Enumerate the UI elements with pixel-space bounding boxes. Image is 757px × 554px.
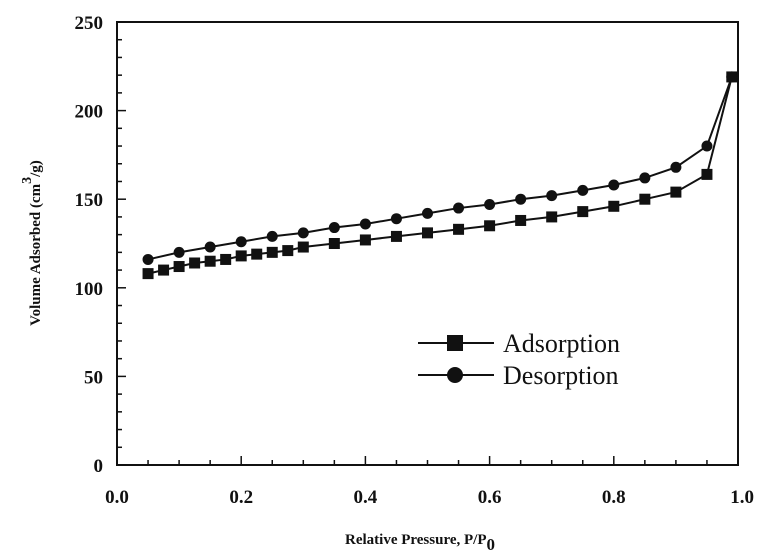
data-point-desorption xyxy=(297,227,309,239)
legend-marker-square xyxy=(447,335,463,351)
data-point-adsorption xyxy=(158,264,170,276)
data-point-adsorption xyxy=(577,206,589,218)
data-point-adsorption xyxy=(235,250,247,262)
x-tick-label: 1.0 xyxy=(730,487,754,508)
legend-label-desorption: Desorption xyxy=(503,361,619,390)
data-point-adsorption xyxy=(390,230,402,242)
x-tick-label: 0.4 xyxy=(354,487,378,508)
legend-label-adsorption: Adsorption xyxy=(503,329,620,358)
data-point-adsorption xyxy=(173,261,185,273)
data-point-adsorption xyxy=(608,200,620,212)
data-point-desorption xyxy=(546,190,558,202)
y-axis-title: Volume Adsorbed (cm3/g) xyxy=(20,160,44,326)
data-point-adsorption xyxy=(484,220,496,232)
data-point-desorption xyxy=(701,140,713,152)
data-point-desorption xyxy=(328,222,340,234)
data-point-adsorption xyxy=(453,223,465,235)
data-point-desorption xyxy=(484,199,496,211)
y-tick-label: 150 xyxy=(75,190,104,211)
data-point-desorption xyxy=(453,202,465,214)
data-point-desorption xyxy=(639,172,651,184)
data-point-desorption xyxy=(359,218,371,230)
data-point-adsorption xyxy=(422,227,433,239)
data-point-adsorption xyxy=(701,168,713,180)
data-point-desorption xyxy=(266,230,278,242)
data-point-adsorption xyxy=(142,268,154,280)
series-layer xyxy=(142,71,738,280)
y-tick-labels: 0 50 100 150 200 250 xyxy=(75,13,104,477)
data-point-desorption xyxy=(142,253,154,265)
data-point-adsorption xyxy=(251,248,263,260)
data-point-desorption xyxy=(390,213,402,225)
data-point-adsorption xyxy=(670,186,682,198)
data-point-desorption xyxy=(577,184,589,196)
data-point-adsorption xyxy=(515,214,527,226)
x-tick-label: 0.0 xyxy=(105,487,129,508)
data-point-adsorption xyxy=(220,253,232,265)
data-point-adsorption xyxy=(189,257,201,269)
data-point-adsorption xyxy=(328,238,340,249)
data-point-adsorption xyxy=(359,234,371,246)
x-axis-title: Relative Pressure, P/P0 xyxy=(345,532,495,554)
y-axis-title-superscript: 3 xyxy=(20,177,35,184)
axis-ticks xyxy=(116,21,739,466)
data-point-adsorption xyxy=(282,245,294,257)
legend: Adsorption Desorption xyxy=(418,329,620,390)
x-axis-title-subscript: 0 xyxy=(487,535,496,554)
data-point-desorption xyxy=(670,161,682,173)
y-tick-label: 50 xyxy=(84,367,103,388)
data-point-desorption xyxy=(173,246,185,258)
legend-marker-circle xyxy=(447,367,463,383)
data-point-adsorption xyxy=(546,211,558,223)
data-point-desorption xyxy=(608,179,620,191)
data-point-adsorption xyxy=(639,193,651,205)
data-point-adsorption xyxy=(204,255,216,267)
data-point-desorption xyxy=(204,241,216,253)
data-point-adsorption xyxy=(266,246,278,258)
data-point-desorption xyxy=(235,236,247,248)
y-tick-label: 100 xyxy=(75,279,104,300)
x-tick-label: 0.6 xyxy=(478,487,502,508)
data-point-desorption xyxy=(726,71,738,83)
data-point-adsorption xyxy=(297,241,309,253)
data-point-desorption xyxy=(422,207,433,219)
x-tick-label: 0.2 xyxy=(229,487,253,508)
y-tick-label: 200 xyxy=(75,102,104,123)
x-tick-labels: 0.0 0.2 0.4 0.6 0.8 1.0 xyxy=(105,487,754,508)
y-tick-label: 250 xyxy=(75,13,104,34)
data-point-desorption xyxy=(515,193,527,205)
y-tick-label: 0 xyxy=(94,456,104,477)
x-tick-label: 0.8 xyxy=(602,487,626,508)
